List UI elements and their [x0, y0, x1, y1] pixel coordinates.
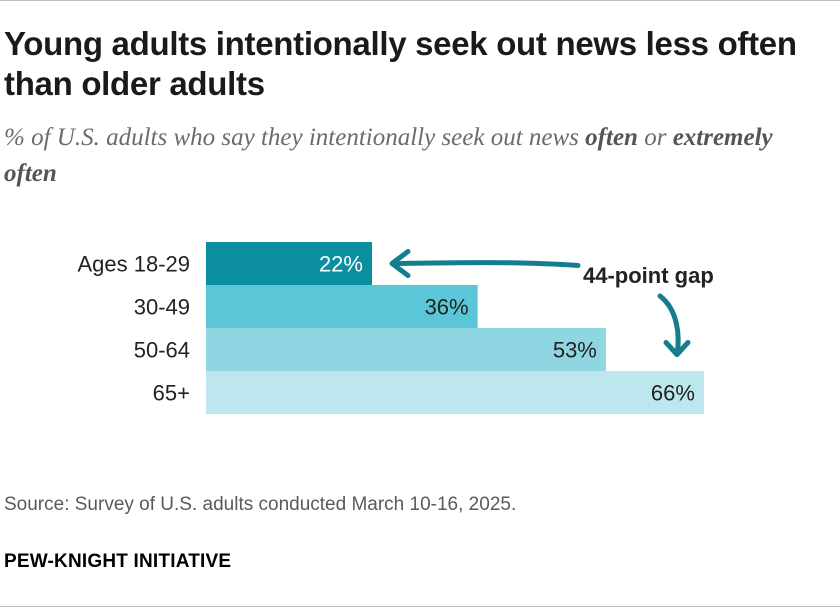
category-label-3: 50-64 — [134, 338, 190, 363]
value-label-3: 53% — [553, 338, 597, 363]
subtitle-bold-extremely-often: extremely often — [4, 124, 773, 187]
bar-4 — [206, 371, 704, 414]
value-label-1: 22% — [319, 252, 363, 277]
bar-chart: Ages 18-29 22% 30-49 36% 50-64 53% 65+ 66% 44-po… — [77, 242, 714, 414]
value-label-4: 66% — [651, 381, 695, 406]
chart-title: Young adults intentionally seek out news… — [4, 25, 797, 102]
category-label-2: 30-49 — [134, 295, 190, 320]
category-label-4: 65+ — [153, 381, 190, 406]
source-note: Source: Survey of U.S. adults conducted … — [4, 494, 517, 515]
arrow-to-oldest-bar — [657, 293, 681, 357]
arrow-to-young-bar — [393, 260, 581, 268]
arrowhead-left-icon — [389, 249, 411, 278]
bar-2 — [206, 285, 478, 328]
arrowhead-down-icon — [663, 340, 691, 357]
bottom-rule — [0, 606, 840, 607]
bar-1 — [206, 242, 372, 285]
subtitle-prefix: % of U.S. adults who say they intentiona… — [4, 124, 586, 151]
top-rule — [0, 0, 840, 1]
chart-subtitle: % of U.S. adults who say they intentiona… — [4, 120, 824, 192]
brand-logo-text: PEW-KNIGHT INITIATIVE — [4, 551, 232, 572]
bar-3 — [206, 328, 606, 371]
value-label-2: 36% — [425, 295, 469, 320]
subtitle-bold-often: often — [585, 124, 638, 151]
category-label-1: Ages 18-29 — [77, 252, 190, 277]
subtitle-middle: or — [637, 124, 673, 151]
annotation-label: 44-point gap — [583, 263, 714, 288]
